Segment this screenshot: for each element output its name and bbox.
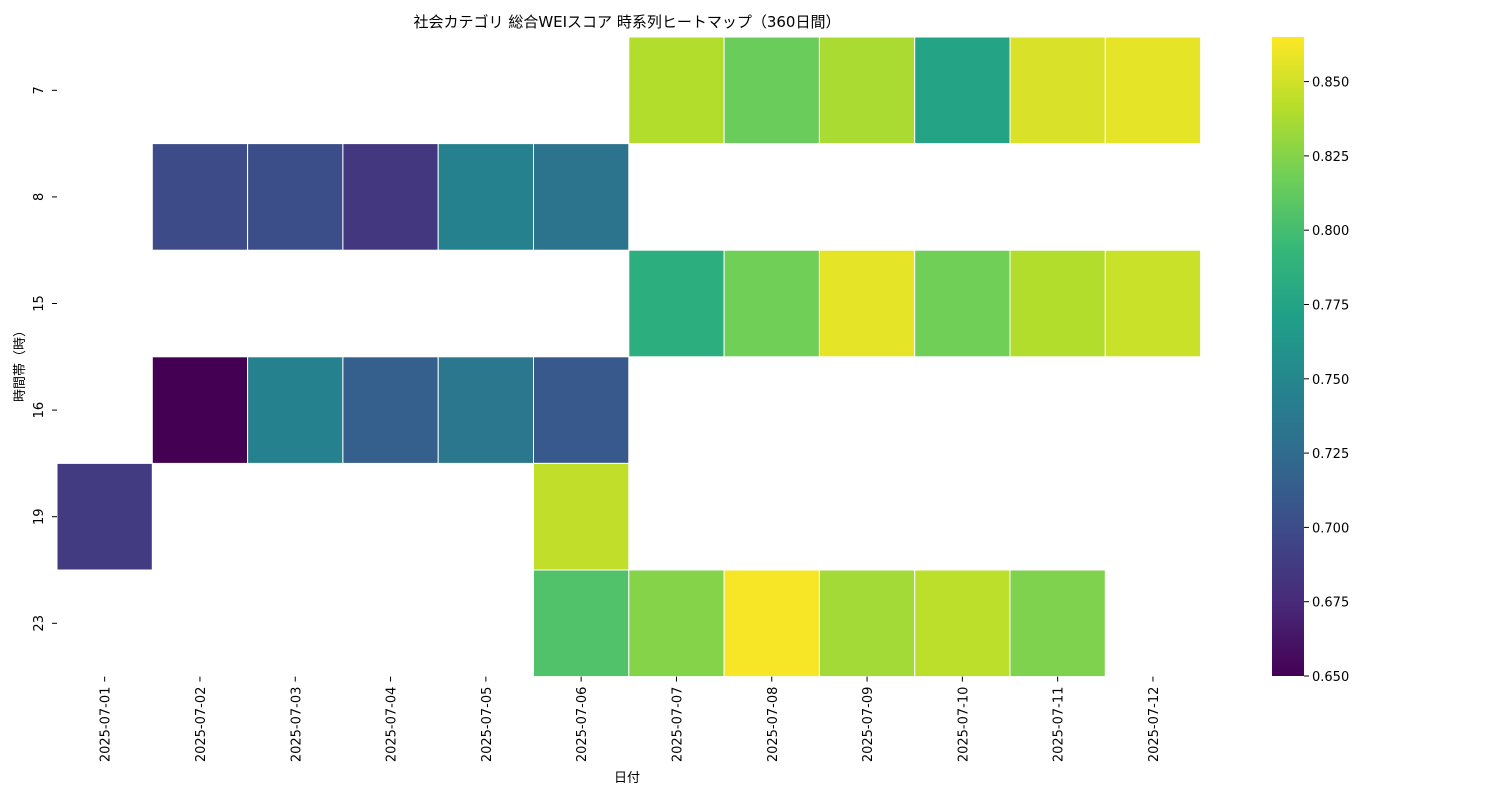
x-tick-label: 2025-07-06	[575, 687, 590, 763]
heatmap-cell	[914, 569, 1011, 678]
heatmap-cell	[723, 249, 820, 358]
heatmap-cell	[818, 249, 916, 358]
colorbar-ticks: 0.650 0.675 0.700 0.725 0.750 0.775 0.800 0.825…	[1304, 76, 1349, 685]
x-tick-label: 2025-07-01	[99, 687, 114, 763]
colorbar-tick-label: 0.775	[1312, 298, 1349, 313]
heatmap-cell	[247, 143, 344, 251]
y-tick-label: 8	[32, 193, 47, 201]
colorbar-tick-label: 0.650	[1312, 670, 1349, 685]
x-tick-label: 2025-07-05	[480, 687, 495, 763]
x-tick-label: 2025-07-08	[766, 687, 781, 763]
colorbar-tick-label: 0.850	[1312, 76, 1349, 91]
colorbar-gradient	[1272, 37, 1304, 676]
colorbar-tick-label: 0.675	[1312, 596, 1349, 611]
colorbar-tick-label: 0.825	[1312, 150, 1349, 165]
colorbar: 0.650 0.675 0.700 0.725 0.750 0.775 0.800 0.825…	[1272, 37, 1349, 685]
y-axis-ticks: 7 8 15 16 19 23	[32, 86, 57, 632]
heatmap-cell	[437, 143, 535, 251]
heatmap-cell	[914, 249, 1011, 358]
heatmap-cell	[342, 143, 439, 251]
x-tick-label: 2025-07-07	[670, 687, 685, 763]
y-tick-label: 23	[32, 615, 47, 632]
colorbar-tick-label: 0.700	[1312, 521, 1349, 536]
heatmap-cell	[56, 462, 153, 571]
heatmap-cell	[628, 249, 725, 358]
colorbar-tick-label: 0.725	[1312, 447, 1349, 462]
x-axis-label: 日付	[614, 771, 640, 786]
y-tick-label: 19	[32, 508, 47, 525]
heatmap-cell	[723, 569, 820, 678]
heatmap-cell	[533, 356, 630, 464]
heatmap-cell	[628, 36, 725, 145]
heatmap-cell	[818, 36, 916, 145]
heatmap-cell	[1009, 36, 1106, 145]
heatmap-cell	[533, 462, 630, 571]
y-axis-label: 時間帯（時）	[13, 324, 28, 402]
x-tick-label: 2025-07-11	[1052, 687, 1067, 763]
heatmap-cell	[437, 356, 535, 464]
y-tick-label: 7	[32, 86, 47, 94]
heatmap-cell	[1104, 36, 1202, 145]
heatmap-cell	[818, 569, 916, 678]
heatmap-cell	[151, 143, 249, 251]
heatmap-cell	[914, 36, 1011, 145]
x-axis-ticks: 2025-07-01 2025-07-02 2025-07-03 2025-07-04…	[99, 676, 1162, 763]
chart-title: 社会カテゴリ 総合WEIスコア 時系列ヒートマップ（360日間）	[414, 13, 841, 31]
heatmap-cells	[56, 36, 1202, 678]
x-tick-label: 2025-07-09	[861, 687, 876, 763]
heatmap-cell	[628, 569, 725, 678]
colorbar-tick-label: 0.800	[1312, 224, 1349, 239]
y-tick-label: 15	[32, 295, 47, 312]
colorbar-tick-label: 0.750	[1312, 373, 1349, 388]
x-tick-label: 2025-07-12	[1147, 687, 1162, 763]
x-tick-label: 2025-07-03	[289, 687, 304, 763]
heatmap-cell	[342, 356, 439, 464]
heatmap-cell	[533, 569, 630, 678]
heatmap-cell	[1009, 249, 1106, 358]
x-tick-label: 2025-07-02	[194, 687, 209, 763]
heatmap-cell	[1009, 569, 1106, 678]
heatmap-cell	[151, 356, 249, 464]
x-tick-label: 2025-07-10	[956, 687, 971, 763]
heatmap-cell	[1104, 249, 1202, 358]
y-tick-label: 16	[32, 402, 47, 419]
heatmap-cell	[723, 36, 820, 145]
x-tick-label: 2025-07-04	[385, 687, 400, 763]
heatmap-cell	[247, 356, 344, 464]
heatmap-cell	[533, 143, 630, 251]
